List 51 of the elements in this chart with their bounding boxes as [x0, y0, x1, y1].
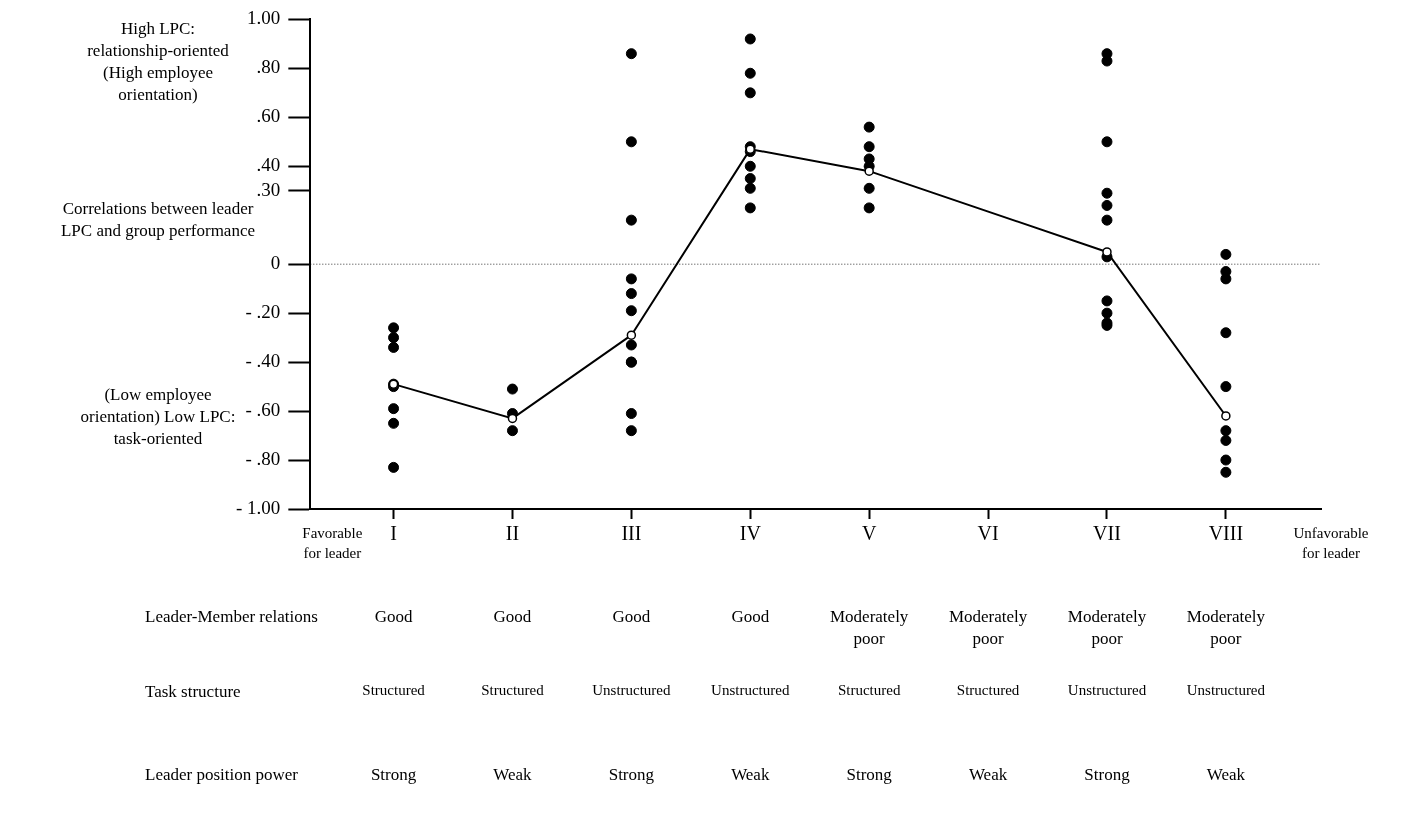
y-tick-label: - .60 — [245, 399, 281, 421]
text: (Low employee orientation) Low LPC: task-oriented — [80, 384, 236, 448]
text: Favorable for leader — [302, 525, 363, 562]
text: Structured — [362, 682, 426, 699]
text: Good — [374, 606, 413, 626]
y-tick-label: .80 — [256, 56, 281, 78]
text: Task structure — [145, 681, 241, 701]
text: Unfavorable for leader — [1293, 525, 1369, 562]
text: Unstructured — [1186, 682, 1266, 699]
x-tick-label: II — [505, 522, 520, 545]
y-axis-title: Correlations between leader LPC and group performance — [60, 198, 256, 240]
y-tick-label: - 1.00 — [236, 496, 281, 518]
x-tick-label: VII — [1093, 522, 1121, 545]
y-tick-label: - .80 — [245, 448, 281, 470]
x-tick-label: IV — [739, 522, 762, 545]
x-tick-label: I — [390, 522, 397, 545]
text: Strong — [370, 764, 417, 784]
text: Unstructured — [592, 682, 672, 699]
text: Moderately poor — [829, 606, 909, 648]
text: Structured — [481, 682, 545, 699]
text: High LPC: relationship-oriented (High employee orientation) — [87, 19, 230, 105]
text: Weak — [493, 764, 533, 784]
text: Good — [612, 606, 651, 626]
text: Good — [731, 606, 770, 626]
text: Good — [493, 606, 532, 626]
x-tick-label: III — [621, 522, 642, 545]
x-tick-label: V — [861, 522, 877, 545]
text: Structured — [956, 682, 1020, 699]
x-tick-label: VI — [977, 522, 999, 545]
text: Weak — [731, 764, 770, 784]
text: Moderately poor — [1067, 606, 1147, 648]
text: Weak — [1206, 764, 1246, 784]
y-tick-label: .30 — [256, 178, 281, 200]
y-tick-label: - .40 — [245, 350, 281, 372]
text: Strong — [608, 764, 655, 784]
text: Structured — [837, 682, 901, 699]
y-tick-label: .60 — [256, 105, 281, 127]
y-tick-label: 0 — [270, 252, 281, 274]
x-tick-label: VIII — [1208, 522, 1244, 545]
text: Moderately poor — [948, 606, 1028, 648]
y-tick-label: .40 — [256, 154, 281, 176]
text: Strong — [1084, 764, 1131, 784]
text: Unstructured — [1067, 682, 1147, 699]
text: Moderately poor — [1186, 606, 1266, 648]
text: Weak — [968, 764, 1008, 784]
text: Leader-Member relations — [145, 606, 318, 626]
y-tick-label: - .20 — [245, 301, 281, 323]
text: Unstructured — [711, 682, 790, 699]
y-tick-label: 1.00 — [247, 7, 281, 29]
text: Leader position power — [145, 764, 299, 784]
text: Strong — [846, 764, 893, 784]
